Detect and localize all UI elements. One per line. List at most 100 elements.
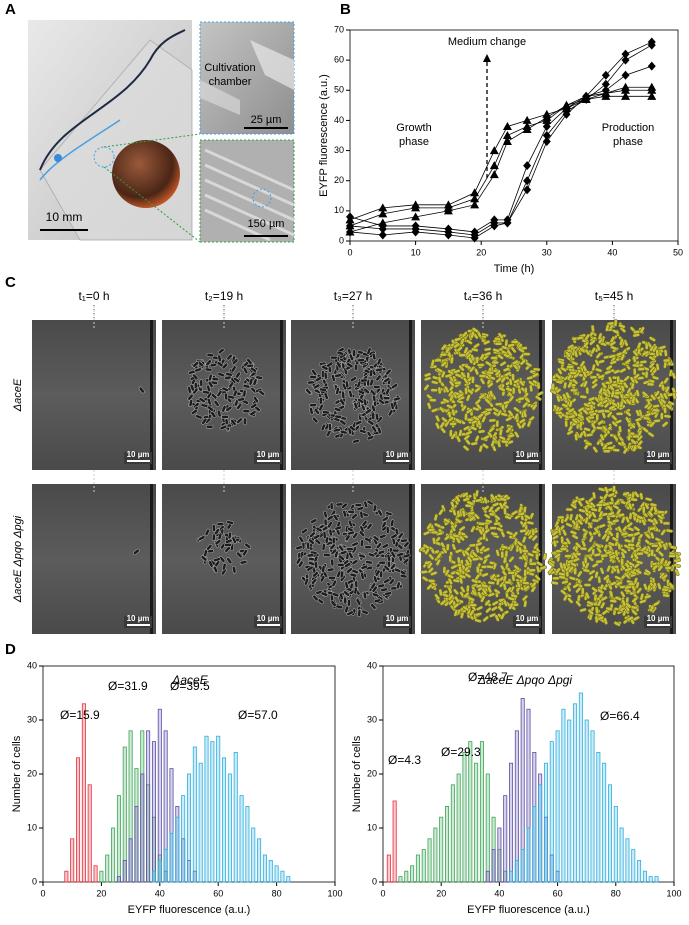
cell xyxy=(226,557,233,565)
cell xyxy=(636,587,643,594)
cell xyxy=(469,603,478,607)
cell xyxy=(345,380,350,389)
cell xyxy=(309,375,317,380)
cell xyxy=(322,531,327,539)
cell xyxy=(224,546,231,553)
cell xyxy=(385,388,391,396)
data-point xyxy=(621,49,630,59)
cell xyxy=(591,562,599,568)
y-tick-label: 40 xyxy=(27,660,37,670)
cell xyxy=(344,581,349,589)
annotation: Medium change xyxy=(448,36,526,48)
cell xyxy=(508,556,515,563)
cell xyxy=(431,537,437,545)
cell xyxy=(471,589,478,597)
panel-label: B xyxy=(340,1,351,18)
cell xyxy=(248,378,254,386)
cell xyxy=(475,356,480,364)
cell xyxy=(570,561,578,568)
cell xyxy=(397,532,404,540)
cell xyxy=(639,492,644,500)
cell xyxy=(331,592,340,598)
cell xyxy=(197,360,204,367)
cell xyxy=(309,407,314,415)
cell xyxy=(620,384,626,393)
cell xyxy=(613,621,621,627)
cell xyxy=(430,530,439,535)
cell xyxy=(507,343,515,348)
cell xyxy=(429,398,437,403)
data-point xyxy=(621,70,630,80)
cell xyxy=(323,553,331,557)
cell xyxy=(449,356,454,364)
cell xyxy=(584,516,589,525)
cell xyxy=(570,503,577,510)
cell xyxy=(472,415,480,422)
cell xyxy=(510,593,518,599)
cell xyxy=(187,386,192,394)
histogram-bar xyxy=(561,708,566,883)
cell xyxy=(444,420,450,428)
cell xyxy=(653,505,658,514)
histogram-bar xyxy=(280,870,285,883)
cell xyxy=(225,372,233,377)
cell xyxy=(583,556,588,564)
cell xyxy=(507,409,514,417)
cell xyxy=(438,406,446,413)
cell xyxy=(473,342,480,349)
cell xyxy=(571,417,579,425)
cell xyxy=(529,561,537,566)
series-line xyxy=(349,44,652,236)
cell xyxy=(239,560,248,565)
x-tick-label: 20 xyxy=(436,888,446,898)
cell xyxy=(633,525,641,532)
cell xyxy=(620,558,624,566)
cell xyxy=(523,514,531,520)
cell xyxy=(390,402,395,410)
cell xyxy=(568,400,573,408)
cell xyxy=(539,565,548,571)
cell xyxy=(359,429,367,434)
cell xyxy=(567,597,574,604)
cell xyxy=(483,553,491,560)
histogram-bar xyxy=(157,708,162,883)
cell xyxy=(606,520,615,526)
histogram-bar xyxy=(134,806,139,883)
cell xyxy=(498,502,504,510)
cell xyxy=(214,528,220,535)
cell xyxy=(620,590,626,598)
cell xyxy=(456,556,461,565)
cell xyxy=(604,486,609,494)
cell xyxy=(226,353,233,361)
cell xyxy=(642,426,649,434)
data-point xyxy=(601,70,610,80)
cell xyxy=(436,552,443,560)
cell xyxy=(464,503,473,508)
cell xyxy=(663,349,668,357)
cell xyxy=(439,421,446,429)
cell xyxy=(427,562,433,570)
cell xyxy=(454,372,462,378)
cell xyxy=(497,332,504,340)
cell xyxy=(648,361,655,369)
cell xyxy=(348,390,353,398)
scale-label: 150 µm xyxy=(248,218,285,230)
cell xyxy=(562,381,568,390)
cell xyxy=(357,609,362,617)
inset-label-line: chamber xyxy=(209,76,252,88)
data-point xyxy=(503,218,512,228)
x-tick-label: 60 xyxy=(213,888,223,898)
cell xyxy=(471,578,479,584)
cell xyxy=(558,575,566,580)
cell xyxy=(314,376,322,382)
cell xyxy=(505,386,513,392)
cell xyxy=(513,406,520,413)
cell xyxy=(489,526,497,530)
cell xyxy=(467,596,475,602)
cell xyxy=(249,410,257,417)
cell xyxy=(609,581,617,587)
series-line xyxy=(349,89,652,221)
cell xyxy=(483,411,492,417)
cell xyxy=(371,404,376,413)
histogram-bar xyxy=(111,827,116,883)
